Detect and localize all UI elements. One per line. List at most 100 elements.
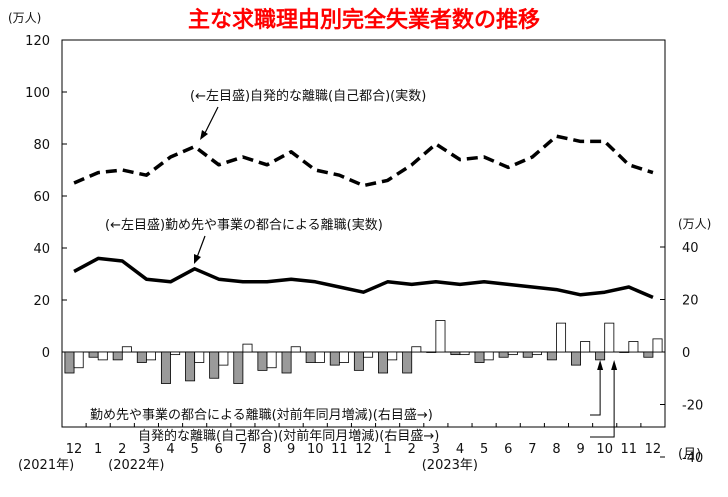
right-axis-unit: (万人) <box>678 217 711 231</box>
bar-mark <box>507 351 518 356</box>
x-axis-tick-label: 12 <box>355 442 372 457</box>
annotation-label: (←左目盛)勤め先や事業の都合による離職(実数) <box>105 217 383 233</box>
series-line-involuntary <box>73 256 654 300</box>
year-label: (2023年) <box>422 458 478 473</box>
bar-mark <box>459 351 470 356</box>
month-unit-label: (月) <box>678 447 701 462</box>
bar-mark <box>387 351 398 361</box>
bar-mark <box>121 346 132 353</box>
bar-mark <box>194 351 205 363</box>
plot-frame <box>61 39 666 428</box>
bar-mark <box>281 351 292 374</box>
left-axis-tick-label: 0 <box>42 346 50 361</box>
bar-mark <box>474 351 485 363</box>
x-axis-tick-label: 9 <box>287 442 295 457</box>
bar-mark <box>363 351 374 358</box>
bar-mark <box>546 351 557 361</box>
annotation-arrowhead <box>597 360 604 370</box>
left-axis-tick-label: 100 <box>25 86 50 101</box>
bar-mark <box>652 338 663 353</box>
year-label: (2022年) <box>108 458 164 473</box>
bar-mark <box>160 351 171 384</box>
bar-mark <box>146 351 156 361</box>
annotation-arrowhead <box>611 360 618 370</box>
x-axis-tick-label: 2 <box>408 442 416 457</box>
annotation-leader <box>590 366 615 438</box>
right-axis-tick-label: 0 <box>682 346 690 361</box>
bar-mark <box>435 320 446 353</box>
bar-mark <box>522 351 533 358</box>
left-axis-tick-label: 80 <box>33 138 50 153</box>
bar-mark <box>305 351 316 363</box>
x-axis-tick-label: 7 <box>239 442 247 457</box>
bar-mark <box>450 351 461 356</box>
x-axis-tick-label: 1 <box>94 442 102 457</box>
bar-mark <box>257 351 268 371</box>
x-axis-tick-label: 10 <box>596 442 613 457</box>
bar-mark <box>338 351 349 363</box>
bar-mark <box>185 351 196 382</box>
bar-mark <box>643 351 654 358</box>
x-axis-tick-label: 10 <box>307 442 324 457</box>
left-axis-unit: (万人) <box>8 11 41 25</box>
x-axis-tick-label: 12 <box>66 442 83 457</box>
x-axis-tick-label: 4 <box>166 442 174 457</box>
bar-mark <box>411 346 422 353</box>
x-axis-tick-label: 1 <box>383 442 391 457</box>
bar-mark <box>483 351 494 361</box>
left-axis-tick-label: 120 <box>25 34 50 49</box>
bar-mark <box>329 351 340 366</box>
x-axis-tick-label: 4 <box>456 442 464 457</box>
x-axis-tick-label: 12 <box>645 442 662 457</box>
bar-mark <box>426 351 437 353</box>
x-axis-tick-label: 9 <box>576 442 584 457</box>
x-axis-tick-label: 6 <box>504 442 512 457</box>
bar-mark <box>402 351 413 374</box>
x-axis-tick-label: 3 <box>432 442 440 457</box>
x-axis-tick-label: 3 <box>142 442 150 457</box>
bar-mark <box>170 351 181 356</box>
series-line-voluntary <box>73 134 654 188</box>
bar-mark <box>218 351 229 366</box>
x-axis-tick-label: 2 <box>118 442 126 457</box>
bar-mark <box>136 351 147 363</box>
annotation-arrowhead <box>200 130 208 140</box>
year-label: (2021年) <box>18 458 74 473</box>
left-axis-tick-label: 40 <box>33 242 50 257</box>
bar-mark <box>580 341 591 353</box>
x-axis-tick-label: 5 <box>480 442 488 457</box>
bar-mark <box>88 351 99 358</box>
x-axis-tick-label: 7 <box>528 442 536 457</box>
bar-mark <box>604 322 615 353</box>
bar-mark <box>531 351 542 356</box>
annotation-leader <box>590 366 601 416</box>
annotation-label: 勤め先や事業の都合による離職(対前年同月増減)(右目盛→) <box>90 407 433 423</box>
x-axis-tick-label: 11 <box>621 442 638 457</box>
annotation-arrowhead <box>194 254 201 264</box>
bar-mark <box>112 351 123 361</box>
bar-mark <box>498 351 509 358</box>
bar-mark <box>97 351 108 361</box>
x-axis-tick-label: 8 <box>552 442 560 457</box>
bar-mark <box>314 351 325 363</box>
bar-mark <box>556 322 567 353</box>
bar-mark <box>619 351 630 353</box>
bar-mark <box>64 351 75 374</box>
right-axis-tick-label: -40 <box>682 451 703 466</box>
bar-mark <box>595 351 606 361</box>
bar-mark <box>242 343 253 353</box>
bar-mark <box>290 346 301 353</box>
chart-title: 主な求職理由別完全失業者数の推移 <box>188 7 540 33</box>
bar-mark <box>266 351 277 369</box>
left-axis-tick-label: 60 <box>33 190 50 205</box>
right-axis-tick-label: -20 <box>682 399 703 414</box>
bar-mark <box>628 341 639 353</box>
x-axis-tick-label: 6 <box>215 442 223 457</box>
bar-mark <box>209 351 220 379</box>
x-axis-tick-label: 8 <box>263 442 271 457</box>
x-axis-tick-label: 5 <box>191 442 199 457</box>
right-axis-tick-label: 20 <box>682 294 699 309</box>
right-axis-tick-label: 40 <box>682 241 699 256</box>
